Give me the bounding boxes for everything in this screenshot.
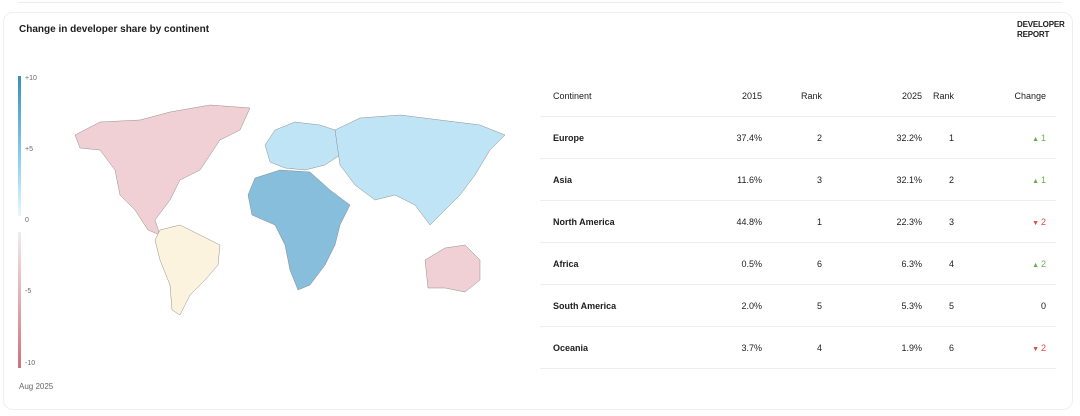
rank-2015-cell: 4 <box>772 326 832 369</box>
triangle-up-icon: ▲ <box>1032 135 1041 143</box>
legend-tick: -10 <box>25 360 36 367</box>
table-row: South America 2.0% 5 5.3% 5 0 <box>540 284 1056 327</box>
chart-card <box>3 12 1073 410</box>
change-cell: ▼ 2 <box>964 326 1056 369</box>
region-africa[interactable] <box>247 169 351 291</box>
continent-table: Continent 2015 Rank 2025 Rank Change Eur… <box>540 76 1056 369</box>
col-change: Change <box>964 76 1056 117</box>
brand-line: REPORT <box>1017 30 1050 39</box>
share-2025-cell: 6.3% <box>832 242 932 285</box>
table-row: Oceania 3.7% 4 1.9% 6 ▼ 2 <box>540 326 1056 369</box>
continent-cell: North America <box>540 200 662 243</box>
rank-2025-cell: 5 <box>932 284 964 327</box>
change-cell: ▼ 2 <box>964 200 1056 243</box>
col-rank-2015: Rank <box>772 76 832 117</box>
change-cell: ▲ 1 <box>964 158 1056 201</box>
region-oceania[interactable] <box>424 244 481 293</box>
share-2015-cell: 44.8% <box>662 200 772 243</box>
share-2025-cell: 32.2% <box>832 116 932 159</box>
region-north-america[interactable] <box>74 104 251 236</box>
share-2025-cell: 5.3% <box>832 284 932 327</box>
triangle-up-icon: ▲ <box>1032 177 1041 185</box>
continent-cell: Asia <box>540 158 662 201</box>
world-map <box>74 104 506 316</box>
rank-2015-cell: 1 <box>772 200 832 243</box>
rank-2025-cell: 6 <box>932 326 964 369</box>
change-value: 2 <box>1040 342 1046 353</box>
legend-tick: +5 <box>25 146 33 153</box>
share-2025-cell: 1.9% <box>832 326 932 369</box>
change-value: 0 <box>1040 300 1046 311</box>
legend-negative-bar <box>18 232 21 368</box>
top-divider <box>18 2 1062 3</box>
change-cell: ▲ 2 <box>964 242 1056 285</box>
region-europe[interactable] <box>264 121 341 171</box>
change-value: 1 <box>1040 174 1046 185</box>
region-south-america[interactable] <box>154 224 221 316</box>
rank-2015-cell: 3 <box>772 158 832 201</box>
rank-2015-cell: 2 <box>772 116 832 159</box>
triangle-down-icon: ▼ <box>1032 219 1041 227</box>
triangle-up-icon: ▲ <box>1032 261 1041 269</box>
col-rank-2025: Rank <box>932 76 964 117</box>
continent-cell: Oceania <box>540 326 662 369</box>
rank-2025-cell: 4 <box>932 242 964 285</box>
region-asia[interactable] <box>334 114 506 226</box>
continent-cell: Europe <box>540 116 662 159</box>
col-continent: Continent <box>540 76 662 117</box>
table-row: Asia 11.6% 3 32.1% 2 ▲ 1 <box>540 158 1056 201</box>
share-2015-cell: 3.7% <box>662 326 772 369</box>
change-value: 2 <box>1040 216 1046 227</box>
share-2015-cell: 11.6% <box>662 158 772 201</box>
col-2015: 2015 <box>662 76 772 117</box>
legend-positive-bar <box>18 76 21 216</box>
share-2025-cell: 22.3% <box>832 200 932 243</box>
rank-2025-cell: 3 <box>932 200 964 243</box>
rank-2025-cell: 1 <box>932 116 964 159</box>
table-row: North America 44.8% 1 22.3% 3 ▼ 2 <box>540 200 1056 243</box>
table-row: Africa 0.5% 6 6.3% 4 ▲ 2 <box>540 242 1056 285</box>
rank-2025-cell: 2 <box>932 158 964 201</box>
triangle-down-icon: ▼ <box>1032 345 1041 353</box>
col-2025: 2025 <box>832 76 932 117</box>
share-2015-cell: 2.0% <box>662 284 772 327</box>
continent-cell: South America <box>540 284 662 327</box>
rank-2015-cell: 5 <box>772 284 832 327</box>
legend-tick: -5 <box>25 288 32 295</box>
brand-logo: DEVELOPER REPORT <box>1017 20 1067 40</box>
share-2015-cell: 37.4% <box>662 116 772 159</box>
change-value: 2 <box>1040 258 1046 269</box>
chart-title: Change in developer share by continent <box>19 24 210 35</box>
change-value: 1 <box>1040 132 1046 143</box>
rank-2015-cell: 6 <box>772 242 832 285</box>
brand-line: DEVELOPER <box>1017 20 1065 29</box>
legend-tick: 0 <box>25 217 29 224</box>
continent-cell: Africa <box>540 242 662 285</box>
legend-tick: +10 <box>25 75 37 82</box>
table-header: Continent 2015 Rank 2025 Rank Change <box>540 76 1056 117</box>
share-2015-cell: 0.5% <box>662 242 772 285</box>
change-cell: ▲ 1 <box>964 116 1056 159</box>
table-row: Europe 37.4% 2 32.2% 1 ▲ 1 <box>540 116 1056 159</box>
change-cell: 0 <box>964 284 1056 327</box>
share-2025-cell: 32.1% <box>832 158 932 201</box>
date-label: Aug 2025 <box>19 382 54 391</box>
